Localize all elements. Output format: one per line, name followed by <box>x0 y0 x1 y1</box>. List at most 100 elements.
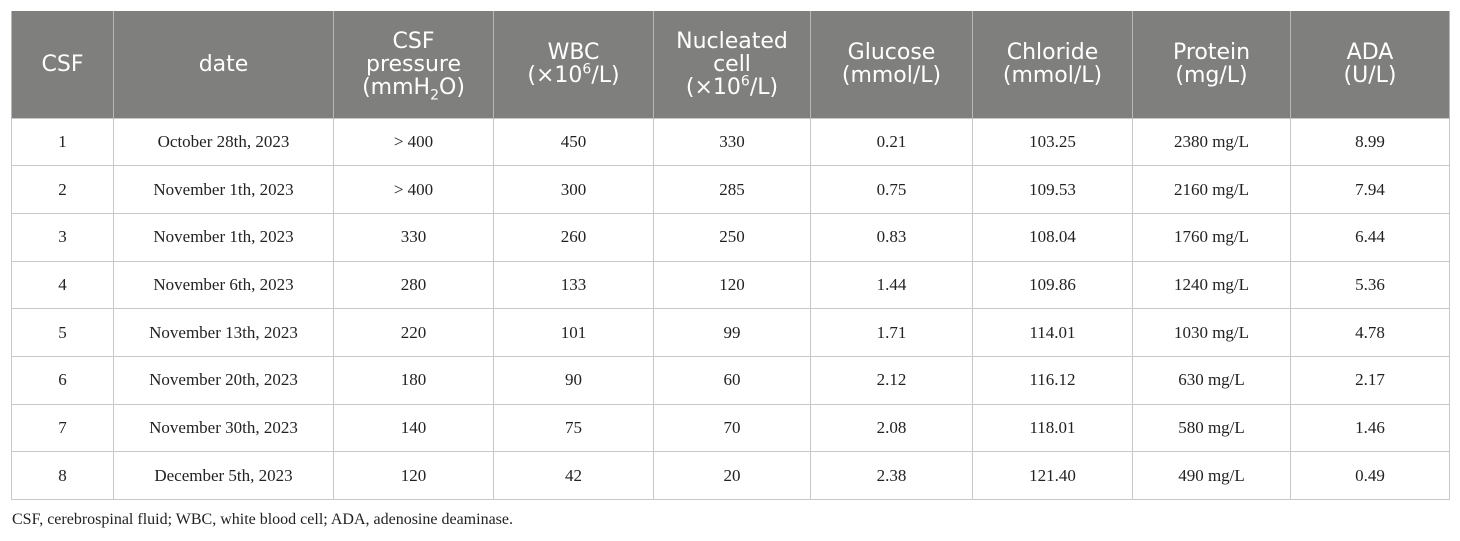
table-cell: 1240 mg/L <box>1132 260 1291 310</box>
table-cell: 1.71 <box>810 308 973 357</box>
table-cell: 260 <box>493 212 654 262</box>
table-cell: 121.40 <box>972 451 1133 500</box>
table-cell: November 1th, 2023 <box>113 165 334 214</box>
table-cell: 0.83 <box>810 212 973 262</box>
table-cell: 103.25 <box>972 117 1133 167</box>
table-cell: 108.04 <box>972 212 1133 262</box>
table-cell: 2.17 <box>1290 355 1450 405</box>
table-cell: 120 <box>333 451 494 500</box>
table-cell: 0.49 <box>1290 451 1450 500</box>
table-row: 5 November 13th, 2023 220 101 99 1.71 114.01 10… <box>11 308 1450 357</box>
table-cell: 5 <box>11 308 114 357</box>
table-cell: November 6th, 2023 <box>113 260 334 310</box>
table-cell: 330 <box>333 212 494 262</box>
table-cell: 90 <box>493 355 654 405</box>
table-cell: 220 <box>333 308 494 357</box>
table-row: 6 November 20th, 2023 180 90 60 2.12 116.12 630… <box>11 355 1450 405</box>
header-line: date <box>198 51 249 77</box>
header-line-text: (mmH <box>362 74 431 100</box>
column-header: WBC (×106/L) <box>493 11 654 118</box>
column-header: ADA (U/L) <box>1290 11 1450 118</box>
table-cell: 1.44 <box>810 260 973 310</box>
table-cell: 8 <box>11 451 114 500</box>
header-superscript: 6 <box>582 61 592 78</box>
header-line: Glucose <box>847 40 936 66</box>
table-cell: 250 <box>653 212 811 262</box>
table-cell: November 30th, 2023 <box>113 403 334 453</box>
csf-results-table: CSF date CSF pressure (mmH2O) WBC (×106/L) Nucl… <box>11 11 1450 500</box>
table-cell: 7 <box>11 403 114 453</box>
table-cell: 2.38 <box>810 451 973 500</box>
table-cell: 2 <box>11 165 114 214</box>
table-cell: 1 <box>11 117 114 167</box>
table-row: 2 November 1th, 2023 > 400 300 285 0.75 109.53… <box>11 165 1450 214</box>
table-cell: 580 mg/L <box>1132 403 1291 453</box>
header-line: (mmH2O) <box>338 74 489 102</box>
header-superscript: 6 <box>740 73 750 90</box>
header-line-text: (×10 <box>685 74 741 100</box>
header-line: (×106/L) <box>658 73 806 100</box>
table-cell: 4.78 <box>1290 308 1450 357</box>
table-cell: 120 <box>653 260 811 310</box>
table-cell: 2.12 <box>810 355 973 405</box>
table-cell: 140 <box>333 403 494 453</box>
table-cell: 6.44 <box>1290 212 1450 262</box>
header-line: ADA <box>1346 40 1394 66</box>
header-line: Protein <box>1172 40 1251 66</box>
header-line: (mg/L) <box>1175 63 1248 89</box>
table-cell: December 5th, 2023 <box>113 451 334 500</box>
table-cell: 450 <box>493 117 654 167</box>
table-cell: 0.75 <box>810 165 973 214</box>
column-header: Nucleated cell (×106/L) <box>653 11 811 118</box>
table-cell: 3 <box>11 212 114 262</box>
table-row: 8 December 5th, 2023 120 42 20 2.38 121.40 490 … <box>11 451 1450 500</box>
table-cell: 133 <box>493 260 654 310</box>
header-line: CSF <box>392 28 435 54</box>
table-cell: 116.12 <box>972 355 1133 405</box>
table-cell: 8.99 <box>1290 117 1450 167</box>
table-cell: 6 <box>11 355 114 405</box>
table-body: 1 October 28th, 2023 > 400 450 330 0.21 103.25… <box>11 117 1450 500</box>
table-row: 4 November 6th, 2023 280 133 120 1.44 109.86 12… <box>11 260 1450 310</box>
header-line: CSF <box>41 51 84 77</box>
table-cell: 42 <box>493 451 654 500</box>
column-header: CSF pressure (mmH2O) <box>333 11 494 118</box>
table-cell: 4 <box>11 260 114 310</box>
table-cell: 2160 mg/L <box>1132 165 1291 214</box>
header-line: (×106/L) <box>498 61 649 89</box>
table-cell: 20 <box>653 451 811 500</box>
table-footnote: CSF, cerebrospinal fluid; WBC, white blo… <box>12 511 513 528</box>
table-cell: 109.86 <box>972 260 1133 310</box>
table-row: 7 November 30th, 2023 140 75 70 2.08 118.01 580… <box>11 403 1450 453</box>
column-header: Glucose (mmol/L) <box>810 11 973 118</box>
column-header: Protein (mg/L) <box>1132 11 1291 118</box>
table-row: 3 November 1th, 2023 330 260 250 0.83 108.04 17… <box>11 212 1450 262</box>
column-header: date <box>113 11 334 118</box>
header-line: pressure <box>365 51 462 77</box>
table-cell: 118.01 <box>972 403 1133 453</box>
table-cell: 285 <box>653 165 811 214</box>
header-line: (mmol/L) <box>841 63 942 89</box>
header-line: Nucleated <box>676 28 788 54</box>
table-cell: November 1th, 2023 <box>113 212 334 262</box>
table-cell: 300 <box>493 165 654 214</box>
table-cell: November 13th, 2023 <box>113 308 334 357</box>
table-cell: > 400 <box>333 165 494 214</box>
header-subscript: 2 <box>430 87 439 104</box>
table-cell: 114.01 <box>972 308 1133 357</box>
header-line-suffix: /L) <box>749 74 779 100</box>
column-header: CSF <box>11 11 114 118</box>
column-header: Chloride (mmol/L) <box>972 11 1133 118</box>
table-cell: 75 <box>493 403 654 453</box>
header-line-text: (×10 <box>527 63 583 89</box>
header-line: (U/L) <box>1343 63 1397 89</box>
header-line: WBC <box>547 40 600 66</box>
table-cell: 2.08 <box>810 403 973 453</box>
table-cell: 180 <box>333 355 494 405</box>
table-row: 1 October 28th, 2023 > 400 450 330 0.21 103.25… <box>11 117 1450 167</box>
table-cell: 60 <box>653 355 811 405</box>
table-cell: November 20th, 2023 <box>113 355 334 405</box>
header-line-suffix: /L) <box>591 63 620 89</box>
table-cell: 2380 mg/L <box>1132 117 1291 167</box>
table-cell: 280 <box>333 260 494 310</box>
